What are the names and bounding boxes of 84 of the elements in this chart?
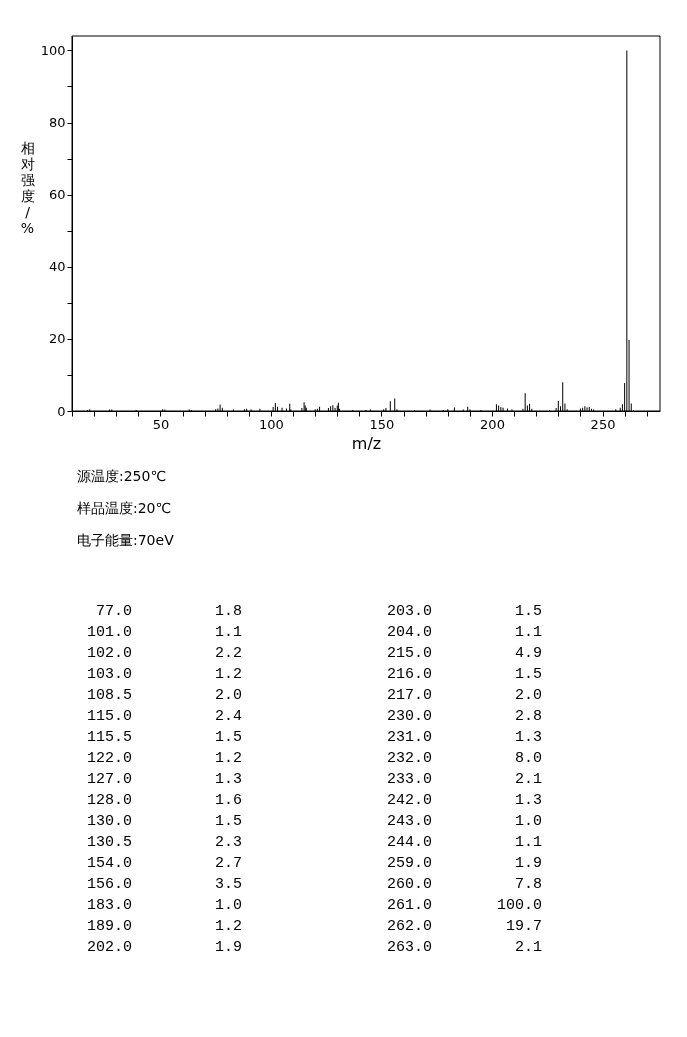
x-tick-label: 150: [369, 416, 395, 432]
text: 1.5: [514, 602, 542, 620]
text: 202.0: [86, 938, 132, 956]
text: 1.2: [214, 665, 242, 683]
text: 230.0: [386, 707, 432, 725]
text: 122.0: [86, 749, 132, 767]
text: 183.0: [86, 896, 132, 914]
text: 77.0: [95, 602, 132, 620]
text: 1.3: [514, 791, 542, 809]
text: 262.0: [386, 917, 432, 935]
text: 1.2: [214, 749, 242, 767]
text: 263.0: [386, 938, 432, 956]
text: 1.5: [514, 665, 542, 683]
text: 215.0: [386, 644, 432, 662]
text: 样品温度:20℃: [77, 500, 172, 516]
text: 1.6: [214, 791, 242, 809]
text: 电子能量:70eV: [77, 532, 175, 548]
text: 216.0: [386, 665, 432, 683]
text: 2.0: [214, 686, 242, 704]
text: 2.0: [514, 686, 542, 704]
text: 7.8: [514, 875, 542, 893]
text: 1.2: [214, 917, 242, 935]
text: 2.2: [214, 644, 242, 662]
y-tick-label: 60: [48, 187, 66, 203]
y-tick-label: 100: [40, 42, 66, 58]
text: 231.0: [386, 728, 432, 746]
text: 244.0: [386, 833, 432, 851]
text: 154.0: [86, 854, 132, 872]
text: 1.5: [214, 812, 242, 830]
text: 261.0: [386, 896, 432, 914]
text: 8.0: [514, 749, 542, 767]
text: 102.0: [86, 644, 132, 662]
text: 204.0: [386, 623, 432, 641]
text: 1.0: [214, 896, 242, 914]
text: 232.0: [386, 749, 432, 767]
text: 259.0: [386, 854, 432, 872]
text: 19.7: [505, 917, 542, 935]
text: 242.0: [386, 791, 432, 809]
y-tick-label: 0: [57, 403, 66, 419]
text: 115.5: [86, 728, 132, 746]
text: 1.9: [214, 938, 242, 956]
y-tick-label: 20: [48, 331, 66, 347]
text: 203.0: [386, 602, 432, 620]
text: 130.5: [86, 833, 132, 851]
text: 130.0: [86, 812, 132, 830]
text: 103.0: [86, 665, 132, 683]
text: 128.0: [86, 791, 132, 809]
text: 2.1: [514, 770, 542, 788]
x-tick-label: 50: [152, 416, 170, 432]
text: 108.5: [86, 686, 132, 704]
text: 189.0: [86, 917, 132, 935]
text: 1.3: [214, 770, 242, 788]
x-tick-label: 100: [259, 416, 284, 432]
y-tick-label: 40: [48, 259, 66, 275]
text: 源温度:250℃: [77, 468, 167, 484]
text: 1.0: [514, 812, 542, 830]
text: 3.5: [214, 875, 242, 893]
text: 233.0: [386, 770, 432, 788]
text: 260.0: [386, 875, 432, 893]
text: 156.0: [86, 875, 132, 893]
x-tick-label: 250: [590, 416, 616, 432]
text: 1.8: [214, 602, 242, 620]
text: 127.0: [86, 770, 132, 788]
x-tick-label: 200: [480, 416, 505, 432]
y-tick-label: 80: [48, 115, 66, 131]
text: 115.0: [86, 707, 132, 725]
text: 1.9: [514, 854, 542, 872]
text: 1.5: [214, 728, 242, 746]
text: 100.0: [496, 896, 542, 914]
text: 2.3: [214, 833, 242, 851]
text: 2.1: [514, 938, 542, 956]
text: 1.1: [514, 623, 542, 641]
text: 101.0: [86, 623, 132, 641]
text: 217.0: [386, 686, 432, 704]
text: 243.0: [386, 812, 432, 830]
text: 4.9: [514, 644, 542, 662]
text: 2.4: [214, 707, 242, 725]
text: 1.1: [514, 833, 542, 851]
x-axis-title: m/z: [351, 433, 382, 453]
text: 1.3: [514, 728, 542, 746]
text: 2.7: [214, 854, 242, 872]
text: 1.1: [214, 623, 242, 641]
text: 2.8: [514, 707, 542, 725]
y-axis-title: 相对强度/%: [20, 140, 35, 236]
